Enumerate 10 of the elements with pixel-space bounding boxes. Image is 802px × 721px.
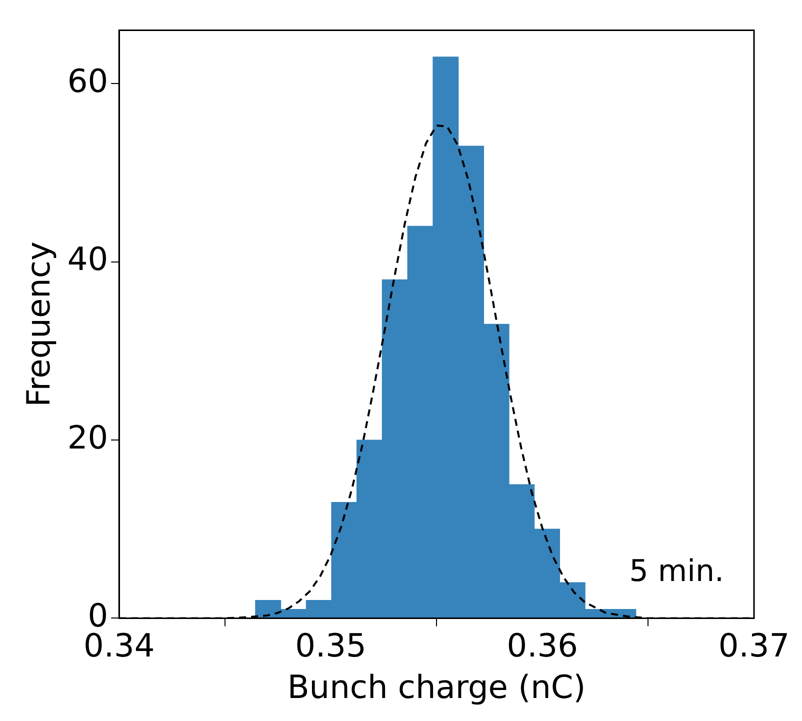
y-axis-title: Frequency [20, 242, 58, 407]
annotation: 5 min. [629, 554, 724, 589]
x-axis-title: Bunch charge (nC) [287, 668, 586, 706]
y-tick-label: 60 [67, 62, 108, 100]
x-tick-label: 0.34 [83, 626, 155, 665]
x-tick-label: 0.37 [718, 626, 790, 665]
y-tick-label: 40 [67, 240, 108, 278]
x-tick-label: 0.36 [506, 626, 578, 665]
x-tick-label: 0.35 [295, 626, 366, 665]
y-tick-label: 20 [67, 418, 108, 456]
